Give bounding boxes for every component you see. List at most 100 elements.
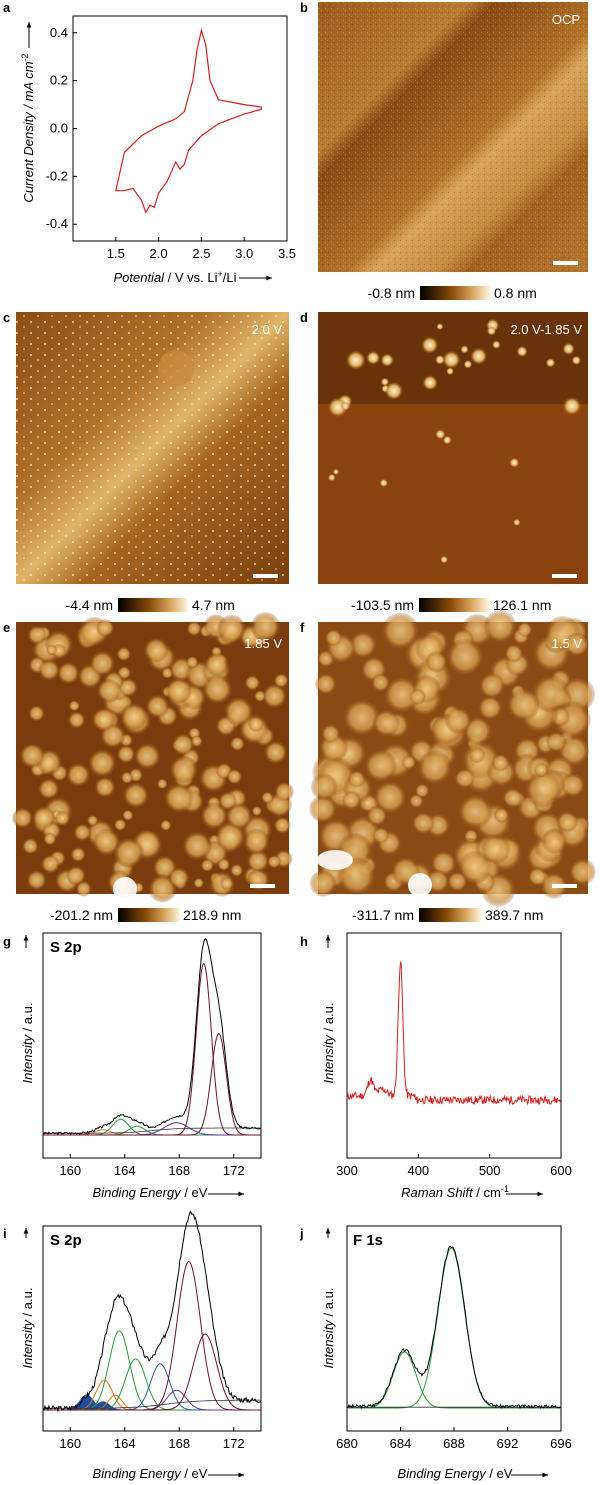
y-tick-label: 0.4 [50,25,68,40]
particle [172,733,195,756]
cv-plot-frame [72,15,288,242]
particle [381,612,419,650]
particle [324,629,343,647]
panel-letter-d: d [300,310,308,325]
x-tick-label: 164 [114,1436,136,1451]
particle [122,809,134,821]
x-tick-label: 684 [390,1436,412,1451]
particle [89,650,115,676]
particle [46,644,57,656]
particle [470,347,488,365]
particle [446,367,454,376]
particle [202,674,233,705]
particle [401,755,416,770]
particle [342,790,361,810]
particle [224,697,254,727]
panel-a-cv: a 1.5 2.0 2.5 3.0 3.5 0.4 0.2 0.0 -0.2 -0.4 Curre… [3,0,296,285]
scale-bar-d [552,574,577,578]
component-green [347,1247,561,1409]
panel-letter-j: j [299,1226,304,1241]
particle [415,783,430,798]
particle [262,683,287,709]
raman-axis-h: 300 400 500 600 [336,1154,572,1178]
xps-curves-i [42,1210,262,1413]
particle [250,611,281,642]
particle [230,736,245,751]
particle [309,870,337,897]
x-tick-label: 168 [168,1163,190,1178]
x-tick-label: 164 [114,1163,136,1178]
panel-letter-f: f [300,620,305,635]
colorbar-max-d: 126.1 nm [493,597,551,613]
particle [463,360,473,369]
particle [435,429,446,440]
raw-spectrum [42,1210,262,1413]
particle [379,478,388,488]
particle [94,777,116,798]
panel-letter-e: e [3,620,10,635]
particle [408,873,432,897]
particle [54,810,71,826]
component-green [43,1358,261,1411]
particle [458,794,493,829]
x-tick-label: 400 [407,1163,429,1178]
particle [346,350,366,370]
component-green [43,1330,261,1411]
colorbar-max-f: 389.7 nm [485,907,543,923]
arrow-head-icon [325,1228,331,1234]
x-tick-label: 2.5 [192,246,210,261]
afm-particles-e [12,611,294,903]
particle [217,858,231,871]
particle [87,814,99,826]
particle [225,803,253,830]
particle [367,805,387,826]
particle [479,672,505,699]
particle [409,688,426,705]
particle [502,787,523,808]
panel-letter-g: g [3,934,11,949]
xps-axis-i: 160 164 168 172 [59,1427,245,1451]
particle [251,806,262,817]
colorbar-d [419,598,489,612]
panel-letter-h: h [300,934,308,949]
panel-d-afm: d 2.0 V-1.85 V -103.5 nm 126.1 nm [300,310,588,613]
particle [68,711,86,729]
particle [561,773,585,798]
particle [243,828,270,855]
y-axis-label-g: Intensity / a.u. [20,1003,35,1084]
particle [182,831,212,861]
particle [564,632,589,657]
xps-title-g: S 2p [50,939,82,956]
particle [246,850,269,873]
particle [517,621,533,638]
particle [165,677,192,704]
particle [442,350,461,369]
particle [317,850,353,870]
y-axis-label-h: Intensity / a.u. [321,1003,336,1084]
colorbar-max-e: 218.9 nm [183,907,241,923]
x-tick-label: 172 [223,1163,245,1178]
x-tick-label: 688 [443,1436,465,1451]
x-tick-label: 160 [59,1436,81,1451]
afm-feature [158,350,194,386]
particle [97,678,122,703]
particle [73,823,91,842]
particle [435,354,445,365]
particle [509,457,520,468]
x-tick-label: 160 [59,1163,81,1178]
particle [113,837,144,868]
colorbar-e [118,908,180,922]
particle [93,828,121,856]
x-tick-label: 500 [479,1163,501,1178]
colorbar-max-c: 4.7 nm [192,597,235,613]
panel-e-afm: e 1.85 V -201.2 nm 218.9 nm [3,611,294,923]
particle [513,518,521,527]
particle [556,811,578,833]
y-tick-label: -0.4 [46,216,68,231]
particle [123,782,149,808]
panel-f-afm: f 1.5 V -311.7 nm 389.7 nm [300,610,596,923]
particle [384,381,403,400]
component-blue-fill [43,1394,261,1411]
particle [516,345,528,357]
particle [22,838,39,855]
